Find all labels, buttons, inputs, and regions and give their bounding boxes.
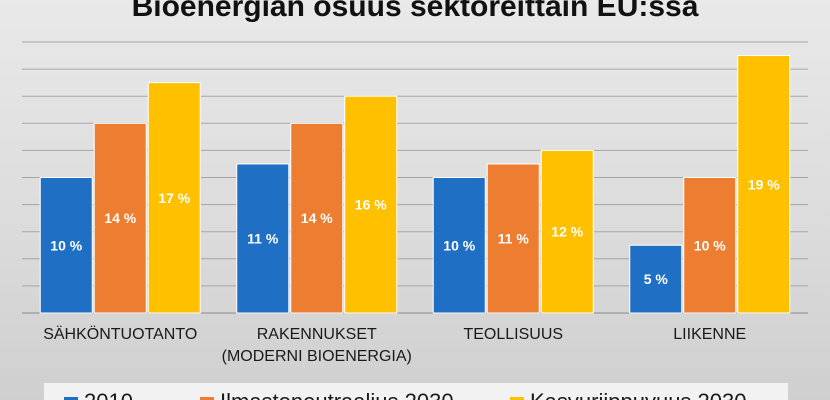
legend-swatch — [510, 397, 524, 400]
legend-label: Kasvuriippuvuus 2030 — [530, 389, 746, 400]
legend-swatch — [64, 397, 78, 400]
bar-value-label: 10 % — [443, 237, 475, 253]
bar-value-label: 11 % — [247, 230, 279, 246]
bar-2010-0 — [39, 177, 93, 314]
legend-label: Ilmastoneutraalius 2030 — [220, 389, 454, 400]
bar-value-label: 10 % — [50, 237, 82, 253]
bar-value-label: 14 % — [301, 210, 333, 226]
bar-ilmastoneutraalius-2030-0 — [93, 122, 147, 314]
bar-value-label: 14 % — [104, 210, 136, 226]
bar-value-label: 10 % — [694, 237, 726, 253]
bar-ilmastoneutraalius-2030-3 — [683, 177, 737, 314]
category-label: SÄHKÖNTUOTANTO — [43, 325, 197, 343]
bar-value-label: 12 % — [551, 224, 583, 240]
bar-value-label: 16 % — [355, 197, 387, 213]
chart-title: Bioenergian osuus sektoreittain EU:ssa — [132, 0, 699, 23]
bar-kasvuriippuvuus-2030-2 — [540, 149, 594, 314]
bar-value-label: 5 % — [644, 271, 669, 287]
category-label: TEOLLISUUS — [463, 326, 563, 343]
bar-value-label: 17 % — [158, 190, 190, 206]
data-labels: 10 % 14 % 17 % 11 % 14 % 16 % 10 % 11 % 12 % 5 % 1… — [50, 176, 780, 287]
bar-kasvuriippuvuus-2030-1 — [344, 95, 398, 314]
bars — [39, 55, 791, 314]
legend-swatch — [200, 397, 214, 400]
legend-box — [44, 383, 788, 400]
category-axis: SÄHKÖNTUOTANTO RAKENNUKSET (MODERNI BIOENE… — [43, 325, 746, 365]
bar-kasvuriippuvuus-2030-0 — [147, 82, 201, 314]
bar-kasvuriippuvuus-2030-3 — [737, 55, 791, 314]
bar-ilmastoneutraalius-2030-1 — [290, 122, 344, 314]
bar-2010-2 — [432, 177, 486, 314]
category-label: LIIKENNE — [673, 326, 746, 343]
category-label: RAKENNUKSET — [257, 326, 377, 343]
bar-2010-1 — [236, 163, 290, 314]
bar-ilmastoneutraalius-2030-2 — [486, 163, 540, 314]
legend-label: 2010 — [84, 389, 133, 400]
bar-2010-3 — [629, 244, 683, 314]
legend: 2010 Ilmastoneutraalius 2030 Kasvuriippuvu… — [44, 383, 788, 400]
category-label: (MODERNI BIOENERGIA) — [222, 348, 412, 365]
bar-value-label: 19 % — [748, 176, 780, 192]
bar-value-label: 11 % — [498, 230, 530, 246]
